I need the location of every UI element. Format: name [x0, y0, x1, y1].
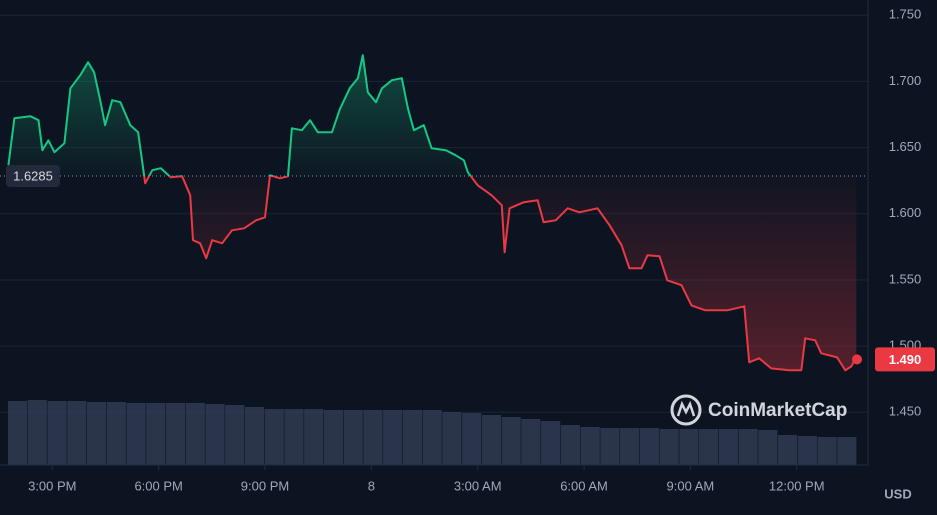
x-tick-label: 8 — [368, 478, 375, 493]
volume-bar — [86, 402, 107, 465]
volume-bar — [481, 415, 502, 465]
volume-bar — [422, 410, 442, 465]
volume-bar — [67, 401, 87, 465]
volume-bar — [165, 403, 186, 465]
x-tick-label: 3:00 PM — [28, 478, 76, 493]
volume-bar — [343, 410, 363, 465]
logo — [676, 400, 696, 417]
volume-bar — [442, 412, 462, 465]
x-tick-label: 12:00 PM — [769, 478, 825, 493]
watermark-text: CoinMarketCap — [708, 400, 847, 421]
volume-bar — [363, 410, 383, 465]
volume-bar — [639, 428, 659, 465]
volume-bar — [106, 402, 126, 465]
x-tick-label: 3:00 AM — [454, 478, 502, 493]
current-price-box — [875, 347, 935, 372]
volume-bar — [837, 437, 857, 465]
y-tick-label: 1.600 — [889, 205, 922, 220]
plot: 1.6285 — [0, 54, 868, 372]
volume-bar — [383, 410, 403, 465]
y-unit: USD — [884, 486, 911, 501]
x-tick-label: 9:00 PM — [241, 478, 289, 493]
volume-bar — [501, 417, 521, 465]
volume-bar — [659, 429, 679, 465]
volume-bar — [244, 407, 265, 465]
y-tick-label: 1.550 — [889, 271, 922, 286]
volume-bar — [738, 429, 758, 465]
volume-bar — [541, 421, 561, 465]
volume-bar — [600, 428, 620, 465]
volume-bar — [185, 403, 205, 465]
volume-bar — [8, 401, 28, 465]
y-tick-label: 1.700 — [889, 73, 922, 88]
volume-bar — [778, 435, 798, 465]
volume-bar — [521, 419, 541, 465]
volume-bar — [205, 404, 225, 465]
grid — [0, 14, 868, 470]
volume-bar — [758, 430, 778, 465]
y-tick-label: 1.750 — [889, 7, 922, 22]
volume-bar — [323, 410, 344, 465]
volume-bar — [304, 409, 324, 465]
baseline-label-box — [6, 165, 60, 188]
volume-bar — [402, 410, 423, 465]
volume-bar — [47, 401, 67, 465]
y-tick-label: 1.650 — [889, 139, 922, 154]
volume-bar — [126, 403, 146, 465]
volume-bar — [264, 409, 284, 465]
price-line — [7, 54, 858, 372]
volume-bar — [560, 425, 580, 465]
price-area — [8, 55, 857, 371]
volume-bar — [718, 429, 738, 465]
current-price-dot — [852, 354, 862, 365]
logo — [670, 394, 702, 426]
volume-bar — [679, 429, 699, 465]
current-price-label: 1.490 — [889, 352, 922, 367]
volume-bar — [146, 403, 166, 465]
volume-bar — [797, 436, 817, 465]
x-tick-label: 9:00 AM — [667, 478, 715, 493]
volume-bar — [699, 429, 719, 465]
volume — [8, 400, 857, 465]
baseline-label: 1.6285 — [13, 168, 53, 183]
y-tick-label: 1.450 — [889, 404, 922, 419]
volume-bar — [27, 400, 47, 465]
volume-bar — [225, 405, 245, 465]
volume-bar — [817, 437, 837, 465]
x-tick-label: 6:00 PM — [134, 478, 182, 493]
volume-bar — [284, 409, 304, 465]
volume-bar — [620, 428, 640, 465]
watermark: CoinMarketCap — [670, 394, 847, 426]
volume-bar — [462, 413, 482, 465]
x-tick-label: 6:00 AM — [560, 478, 608, 493]
volume-bar — [580, 427, 600, 465]
